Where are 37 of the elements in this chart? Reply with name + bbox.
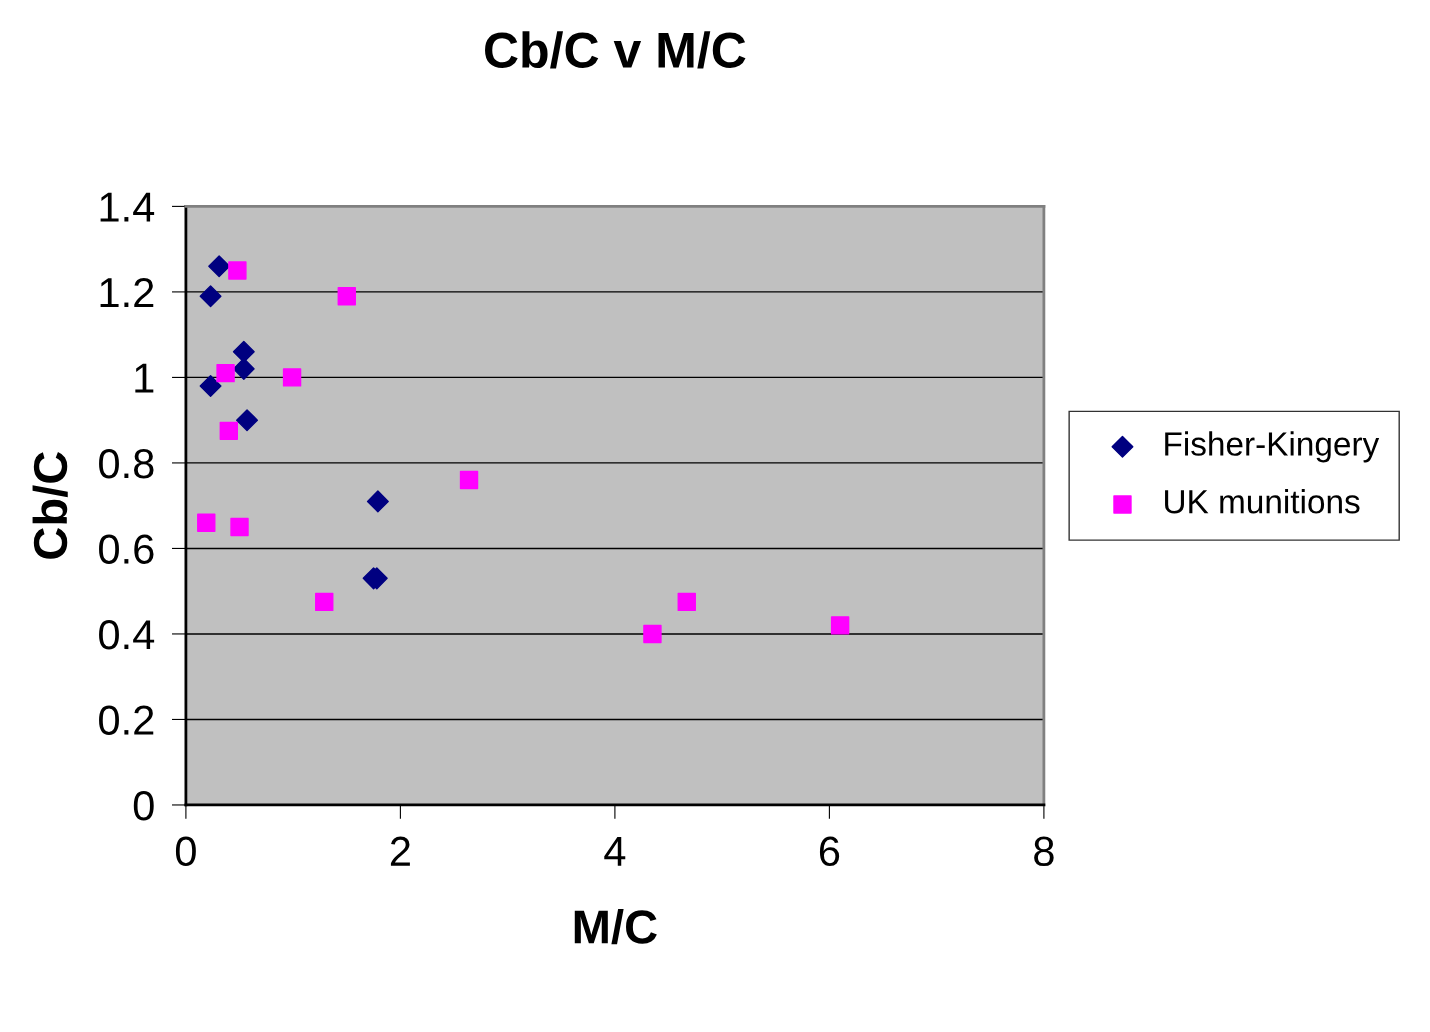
point — [366, 490, 389, 513]
y-axis-title: Cb/C — [32, 451, 68, 559]
point — [643, 624, 662, 644]
point — [228, 261, 247, 280]
point — [216, 363, 235, 383]
y-tick-label: 0.6 — [99, 534, 154, 564]
point — [459, 470, 479, 490]
x-axis-title: M/C — [574, 909, 657, 945]
legend-label: UK munitions — [1165, 489, 1360, 514]
y-tick-label: 0.2 — [99, 705, 154, 735]
y-tick-label: 0 — [133, 790, 154, 821]
point — [315, 592, 334, 612]
point — [236, 409, 259, 432]
x-tick-label: 4 — [604, 837, 626, 866]
x-tick-label: 2 — [390, 836, 410, 866]
chart-title: Cb/C v M/C — [485, 31, 746, 69]
point — [199, 285, 222, 308]
y-tick-label: 1.4 — [100, 192, 155, 222]
point — [197, 513, 216, 532]
point — [230, 517, 249, 537]
point — [232, 340, 255, 363]
point — [282, 368, 302, 387]
y-tick-label: 0.8 — [99, 448, 154, 479]
y-tick-label: 0.4 — [99, 619, 155, 650]
y-tick-label: 1 — [135, 363, 154, 393]
y-tick-label: 1.2 — [100, 277, 154, 308]
legend-label: Fisher-Kingery — [1165, 431, 1380, 463]
point — [208, 255, 231, 278]
x-tick-label: 6 — [819, 836, 840, 867]
x-tick-label: 8 — [1034, 836, 1054, 867]
x-tick-label: 0 — [175, 836, 196, 867]
point — [199, 374, 222, 397]
point — [677, 592, 696, 612]
point — [219, 421, 239, 441]
point — [830, 616, 850, 635]
point — [232, 357, 255, 380]
point — [337, 286, 356, 306]
